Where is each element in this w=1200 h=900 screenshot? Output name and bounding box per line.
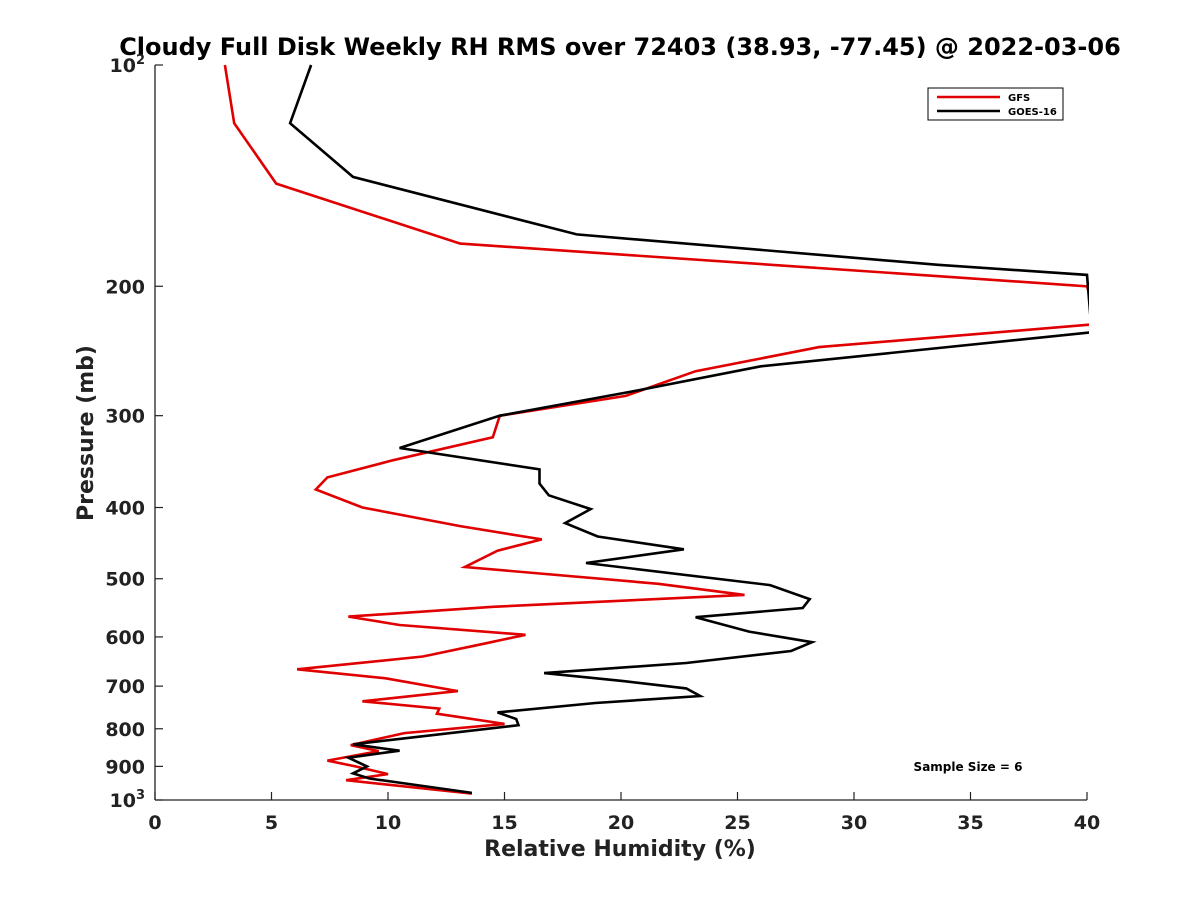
legend: GFS GOES-16	[927, 87, 1064, 121]
x-tick-label: 20	[608, 812, 634, 834]
legend-box	[927, 87, 1064, 121]
x-tick-label: 15	[491, 812, 517, 834]
y-tick-label: 103	[110, 788, 146, 812]
y-tick-label: 700	[105, 676, 145, 698]
series-line-gfs	[223, 64, 1089, 795]
y-tick-label: 900	[105, 756, 145, 778]
x-tick-label: 35	[957, 812, 983, 834]
legend-gfs-label: GFS	[1008, 93, 1030, 104]
y-tick-label: 800	[105, 719, 145, 741]
x-tick-label: 0	[148, 812, 161, 834]
x-tick-label: 5	[265, 812, 278, 834]
sample-size-annotation: Sample Size = 6	[914, 760, 1023, 774]
x-tick-label: 40	[1074, 812, 1100, 834]
series-layer	[223, 64, 1089, 795]
legend-goes16-label: GOES-16	[1008, 107, 1057, 118]
series-line-goes-16	[288, 64, 1089, 795]
x-ticks: 0 5 10 15 20 25 30 35 40	[148, 792, 1100, 834]
y-tick-label: 300	[105, 406, 145, 428]
x-tick-label: 30	[841, 812, 867, 834]
x-tick-label: 10	[375, 812, 401, 834]
y-ticks: 102 200 300 400 500 600 700 800 900 103	[105, 53, 163, 812]
x-axis-label: Relative Humidity (%)	[484, 837, 756, 862]
x-tick-label: 25	[724, 812, 750, 834]
plot-area	[154, 65, 1087, 801]
y-tick-label: 400	[105, 498, 145, 520]
chart-title: Cloudy Full Disk Weekly RH RMS over 7240…	[119, 33, 1121, 61]
y-tick-label: 200	[105, 276, 145, 298]
y-axis-label: Pressure (mb)	[74, 345, 99, 521]
y-tick-label: 600	[105, 627, 145, 649]
y-tick-label: 102	[110, 53, 146, 77]
y-tick-label: 500	[105, 569, 145, 591]
